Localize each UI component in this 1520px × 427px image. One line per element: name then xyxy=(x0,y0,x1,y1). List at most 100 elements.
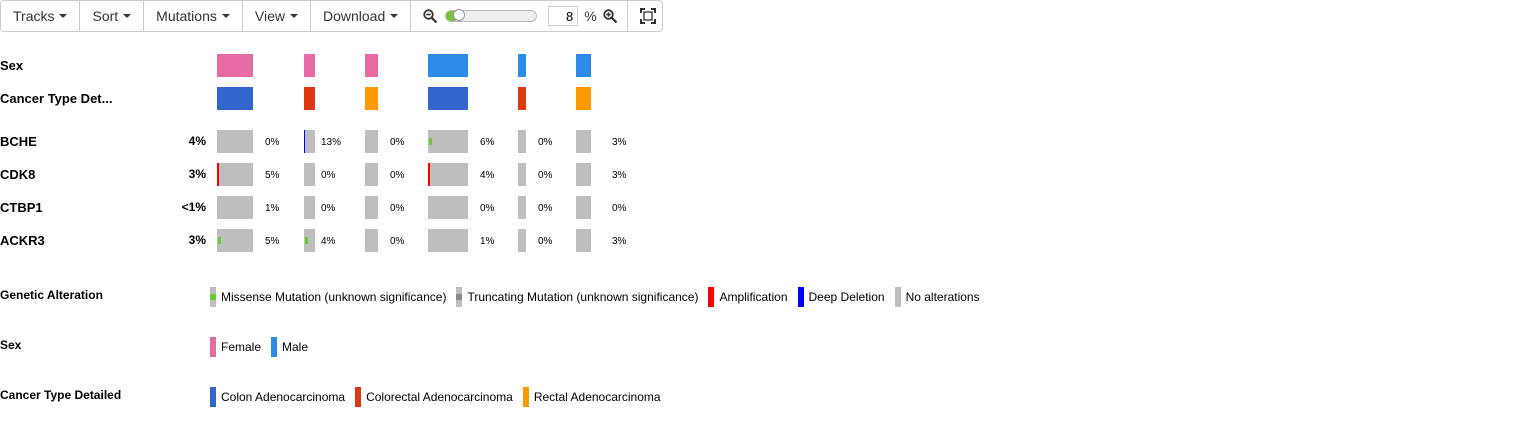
legend-swatch xyxy=(894,287,901,307)
legend-swatch xyxy=(456,287,463,307)
zoom-slider[interactable] xyxy=(445,9,538,22)
clinical-cell[interactable] xyxy=(518,54,526,77)
gene-cell[interactable] xyxy=(576,229,591,252)
tracks-label: Tracks xyxy=(13,8,55,24)
legend-label: Amplification xyxy=(719,290,788,304)
sort-dropdown-button[interactable]: Sort xyxy=(80,1,145,31)
cell-percent: 5% xyxy=(265,170,280,181)
gene-cell[interactable] xyxy=(365,163,378,186)
amplification-mark xyxy=(428,163,430,186)
cell-percent: 0% xyxy=(390,137,405,148)
clinical-cell[interactable] xyxy=(365,54,378,77)
gene-cell[interactable] xyxy=(576,130,591,153)
gene-cell[interactable] xyxy=(518,196,526,219)
gene-cell[interactable] xyxy=(576,196,591,219)
gene-cell[interactable] xyxy=(304,163,315,186)
caret-down-icon xyxy=(59,14,68,18)
sort-label: Sort xyxy=(92,8,119,24)
gene-cell[interactable] xyxy=(304,196,315,219)
gene-cell[interactable] xyxy=(217,229,253,252)
cell-percent: 0% xyxy=(321,170,336,181)
clinical-cell[interactable] xyxy=(365,87,378,110)
clinical-cell[interactable] xyxy=(576,54,591,77)
fit-to-screen-button[interactable] xyxy=(628,1,668,31)
zoom-slider-handle[interactable] xyxy=(453,9,466,21)
legend-swatch xyxy=(708,287,715,307)
gene-cell[interactable] xyxy=(365,196,378,219)
gene-cell[interactable] xyxy=(304,130,315,153)
legend-item: Female xyxy=(210,337,261,357)
cell-percent: 3% xyxy=(612,236,627,247)
legend-item: Rectal Adenocarcinoma xyxy=(522,387,661,407)
cell-percent: 4% xyxy=(480,170,495,181)
zoom-input[interactable] xyxy=(548,6,579,26)
gene-cell[interactable] xyxy=(217,130,253,153)
legend-item: Colon Adenocarcinoma xyxy=(210,387,345,407)
gene-altered-percent: 3% xyxy=(188,167,206,181)
gene-cell[interactable] xyxy=(365,130,378,153)
caret-down-icon xyxy=(123,14,132,18)
clinical-cell[interactable] xyxy=(576,87,591,110)
legend-label: Truncating Mutation (unknown significanc… xyxy=(467,290,699,304)
gene-cell[interactable] xyxy=(518,163,526,186)
view-dropdown-button[interactable]: View xyxy=(243,1,311,31)
cell-percent: 0% xyxy=(480,203,495,214)
legend-label: No alterations xyxy=(905,290,980,304)
gene-cell[interactable] xyxy=(304,229,315,252)
gene-label: CTBP1 xyxy=(0,200,43,215)
gene-cell[interactable] xyxy=(518,130,526,153)
download-label: Download xyxy=(322,8,386,24)
caret-down-icon xyxy=(221,14,230,18)
legend-swatch xyxy=(797,287,804,307)
tracks-dropdown-button[interactable]: Tracks xyxy=(1,1,81,31)
legend-swatch xyxy=(355,387,362,407)
missense-mark xyxy=(305,237,308,244)
caret-down-icon xyxy=(390,14,399,18)
gene-cell[interactable] xyxy=(217,196,253,219)
clinical-cell[interactable] xyxy=(518,87,526,110)
cell-percent: 0% xyxy=(538,137,553,148)
legend-item: Male xyxy=(271,337,308,357)
legend-swatch xyxy=(210,337,216,357)
legend-label: Missense Mutation (unknown significance) xyxy=(221,290,447,304)
expand-icon xyxy=(639,8,656,24)
zoom-out-icon[interactable] xyxy=(423,9,438,23)
clinical-cell[interactable] xyxy=(217,87,253,110)
zoom-in-icon[interactable] xyxy=(602,9,617,23)
legend-row: Missense Mutation (unknown significance)… xyxy=(210,287,990,307)
mutations-dropdown-button[interactable]: Mutations xyxy=(144,1,243,31)
gene-label: CDK8 xyxy=(0,167,36,182)
legend-item: Missense Mutation (unknown significance) xyxy=(210,287,446,307)
clinical-cell[interactable] xyxy=(428,54,468,77)
clinical-cell[interactable] xyxy=(428,87,468,110)
legend-label: Colon Adenocarcinoma xyxy=(221,390,346,404)
cell-percent: 0% xyxy=(390,236,405,247)
gene-cell[interactable] xyxy=(428,163,468,186)
gene-cell[interactable] xyxy=(428,229,468,252)
gene-cell[interactable] xyxy=(365,229,378,252)
legend-row: Colon Adenocarcinoma Colorectal Adenocarc… xyxy=(210,387,671,407)
cell-percent: 1% xyxy=(265,203,280,214)
gene-cell[interactable] xyxy=(217,163,253,186)
clinical-cell[interactable] xyxy=(304,87,315,110)
gene-cell[interactable] xyxy=(428,196,468,219)
gene-cell[interactable] xyxy=(576,163,591,186)
gene-label: ACKR3 xyxy=(0,233,45,248)
clinical-cell[interactable] xyxy=(217,54,253,77)
cell-percent: 4% xyxy=(321,236,336,247)
deep_deletion-mark xyxy=(304,130,305,153)
gene-cell[interactable] xyxy=(518,229,526,252)
cell-percent: 1% xyxy=(480,236,495,247)
cell-percent: 0% xyxy=(265,137,280,148)
cell-percent: 13% xyxy=(321,137,342,148)
cell-percent: 3% xyxy=(612,137,627,148)
gene-cell[interactable] xyxy=(428,130,468,153)
download-dropdown-button[interactable]: Download xyxy=(311,1,412,31)
clinical-cell[interactable] xyxy=(304,54,315,77)
cell-percent: 0% xyxy=(538,170,553,181)
missense-mark xyxy=(218,237,221,244)
legend-swatch xyxy=(210,287,216,307)
gene-altered-percent: 4% xyxy=(188,134,206,148)
missense-swatch-mark xyxy=(210,294,216,300)
legend-label: Rectal Adenocarcinoma xyxy=(533,390,661,404)
